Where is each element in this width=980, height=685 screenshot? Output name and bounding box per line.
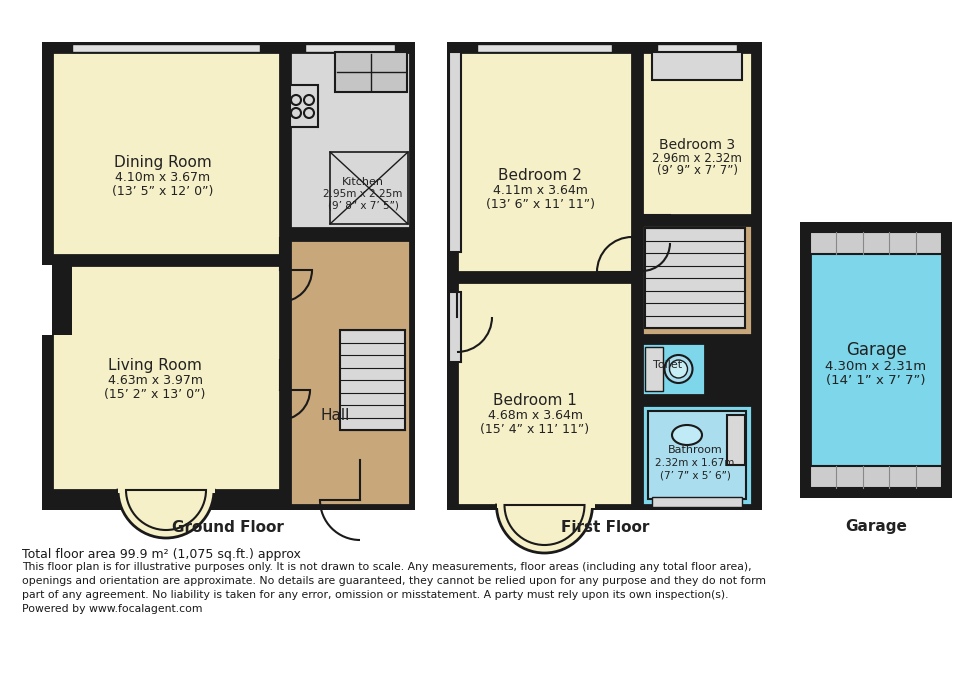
Text: (15’ 2” x 13’ 0”): (15’ 2” x 13’ 0”) (104, 388, 206, 401)
Text: Bathroom: Bathroom (667, 445, 722, 455)
Circle shape (664, 355, 693, 383)
Bar (118, 486, 215, 493)
Bar (72, 44, 260, 52)
Bar (642, 225, 752, 335)
Text: Total floor area 99.9 m² (1,075 sq.ft.) approx: Total floor area 99.9 m² (1,075 sq.ft.) … (22, 548, 301, 561)
Bar (645, 228, 745, 328)
Bar (52, 265, 280, 490)
Text: openings and orientation are approximate. No details are guaranteed, they cannot: openings and orientation are approximate… (22, 576, 766, 586)
Bar (52, 52, 280, 255)
Ellipse shape (672, 425, 702, 445)
Bar (457, 52, 632, 272)
Text: (15’ 4” x 11’ 11”): (15’ 4” x 11’ 11”) (480, 423, 590, 436)
Text: Bedroom 3: Bedroom 3 (659, 138, 735, 152)
Text: 4.63m x 3.97m: 4.63m x 3.97m (108, 373, 203, 386)
Bar (290, 240, 410, 505)
Text: 4.68m x 3.64m: 4.68m x 3.64m (487, 408, 582, 421)
Bar (290, 52, 410, 228)
Bar (657, 44, 737, 52)
Text: Garage: Garage (846, 341, 907, 359)
Text: 2.96m x 2.32m: 2.96m x 2.32m (652, 151, 742, 164)
Bar (42, 265, 72, 335)
Text: Kitchen: Kitchen (342, 177, 384, 187)
Text: Dining Room: Dining Room (114, 155, 212, 169)
Text: Ground Floor: Ground Floor (172, 519, 284, 534)
Text: part of any agreement. No liability is taken for any error, omission or misstate: part of any agreement. No liability is t… (22, 590, 728, 600)
Text: (13’ 5” x 12’ 0”): (13’ 5” x 12’ 0”) (113, 184, 214, 197)
Bar (42, 265, 52, 335)
Bar (652, 497, 742, 507)
Text: (9’ 9” x 7’ 7”): (9’ 9” x 7’ 7”) (657, 164, 738, 177)
Circle shape (669, 360, 688, 378)
Text: Powered by www.focalagent.com: Powered by www.focalagent.com (22, 604, 203, 614)
Text: Garage: Garage (845, 519, 906, 534)
Text: (9’ 8” x 7’ 5”): (9’ 8” x 7’ 5”) (327, 200, 399, 210)
Bar (340, 330, 405, 430)
Bar (810, 232, 942, 254)
Text: 4.30m x 2.31m: 4.30m x 2.31m (825, 360, 926, 373)
Bar (449, 292, 461, 362)
Bar (335, 52, 407, 92)
Text: Living Room: Living Room (108, 358, 202, 373)
Bar (330, 152, 408, 224)
Text: Bedroom 1: Bedroom 1 (493, 393, 577, 408)
Bar (652, 52, 742, 80)
Text: This floor plan is for illustrative purposes only. It is not drawn to scale. Any: This floor plan is for illustrative purp… (22, 562, 752, 572)
Bar (497, 500, 595, 508)
Bar (305, 44, 395, 52)
Bar (642, 405, 752, 505)
Bar (642, 343, 705, 395)
Text: Toilet: Toilet (654, 360, 682, 370)
Bar (42, 42, 415, 510)
Bar (457, 282, 632, 505)
Text: 4.11m x 3.64m: 4.11m x 3.64m (493, 184, 587, 197)
Text: Hall: Hall (320, 408, 350, 423)
Wedge shape (497, 505, 593, 553)
Bar (642, 52, 752, 215)
Bar (810, 466, 942, 488)
Text: 4.10m x 3.67m: 4.10m x 3.67m (116, 171, 211, 184)
Bar (52, 255, 280, 265)
Text: (14’ 1” x 7’ 7”): (14’ 1” x 7’ 7”) (826, 373, 926, 386)
Wedge shape (118, 490, 214, 538)
Text: 2.95m x 2.25m: 2.95m x 2.25m (323, 189, 403, 199)
Bar (800, 222, 952, 498)
Text: (7’ 7” x 5’ 6”): (7’ 7” x 5’ 6”) (660, 470, 730, 480)
Bar (645, 347, 663, 391)
Bar (447, 42, 762, 510)
Bar (727, 415, 745, 465)
Text: 2.32m x 1.67m: 2.32m x 1.67m (656, 458, 735, 468)
Text: (13’ 6” x 11’ 11”): (13’ 6” x 11’ 11”) (485, 197, 595, 210)
Bar (648, 411, 746, 499)
Bar (449, 52, 461, 252)
Text: Bedroom 2: Bedroom 2 (498, 168, 582, 182)
Bar (290, 85, 318, 127)
Bar (477, 44, 612, 52)
Bar (810, 232, 942, 488)
Text: First Floor: First Floor (561, 519, 649, 534)
